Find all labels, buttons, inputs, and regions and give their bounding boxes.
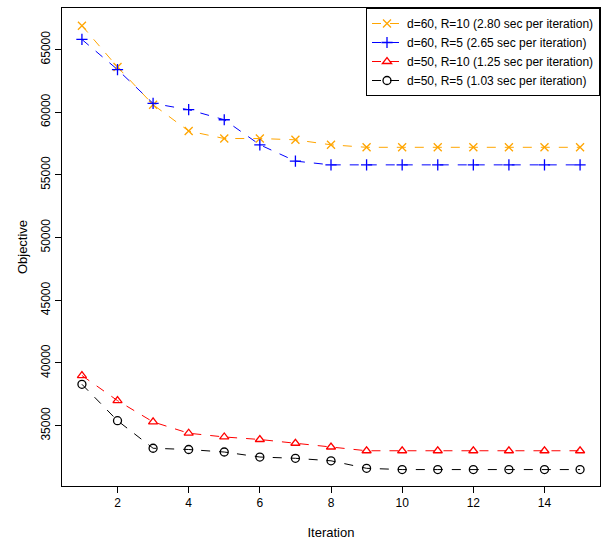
svg-text:d=60, R=5 (2.65 sec per iterat: d=60, R=5 (2.65 sec per iteration): [407, 36, 586, 50]
svg-text:4: 4: [185, 496, 192, 510]
svg-text:d=50, R=5 (1.03 sec per iterat: d=50, R=5 (1.03 sec per iteration): [407, 74, 586, 88]
svg-text:Objective: Objective: [15, 220, 30, 274]
svg-text:6: 6: [256, 496, 263, 510]
svg-text:Iteration: Iteration: [308, 525, 355, 540]
svg-text:12: 12: [467, 496, 481, 510]
svg-text:d=60, R=10 (2.80 sec per itera: d=60, R=10 (2.80 sec per iteration): [407, 17, 593, 31]
svg-text:50000: 50000: [39, 219, 53, 253]
svg-text:8: 8: [328, 496, 335, 510]
svg-text:2: 2: [114, 496, 121, 510]
svg-text:14: 14: [538, 496, 552, 510]
svg-text:45000: 45000: [39, 281, 53, 315]
svg-text:10: 10: [395, 496, 409, 510]
svg-text:40000: 40000: [39, 344, 53, 378]
svg-text:d=50, R=10 (1.25 sec per itera: d=50, R=10 (1.25 sec per iteration): [407, 55, 593, 69]
svg-text:65000: 65000: [39, 31, 53, 65]
svg-text:60000: 60000: [39, 93, 53, 127]
svg-text:35000: 35000: [39, 407, 53, 441]
svg-text:55000: 55000: [39, 156, 53, 190]
